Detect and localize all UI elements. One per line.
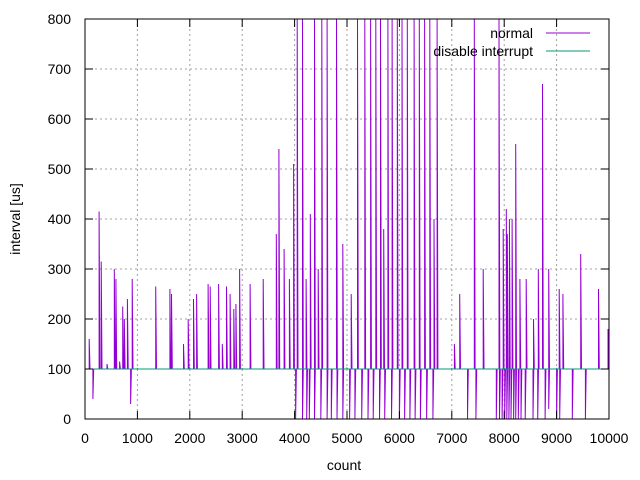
- legend: normal disable interrupt: [433, 25, 590, 59]
- y-tick-label: 100: [48, 361, 72, 377]
- series-disable-interrupt: [85, 366, 609, 370]
- x-tick-label: 6000: [384, 430, 415, 446]
- x-tick-label: 3000: [227, 430, 258, 446]
- y-axis-label: interval [us]: [7, 183, 23, 255]
- series-line-disable-interrupt: [85, 366, 609, 370]
- x-tick-label: 2000: [174, 430, 205, 446]
- y-tick-label: 300: [48, 261, 72, 277]
- legend-label-normal: normal: [490, 25, 533, 41]
- tick-labels: 0 1000 2000 3000 4000 5000 6000 7000 8000 9000 100…: [48, 11, 629, 446]
- x-axis-label: count: [327, 457, 361, 473]
- axes: [84, 18, 610, 420]
- y-tick-label: 0: [63, 411, 71, 427]
- legend-label-disable-interrupt: disable interrupt: [433, 43, 533, 59]
- plot-frame: [84, 18, 610, 420]
- grid: [85, 19, 609, 419]
- x-tick-label: 0: [81, 430, 89, 446]
- x-tick-label: 1000: [122, 430, 153, 446]
- y-tick-label: 500: [48, 161, 72, 177]
- y-tick-label: 800: [48, 11, 72, 27]
- x-tick-label: 4000: [279, 430, 310, 446]
- y-tick-label: 600: [48, 111, 72, 127]
- x-tick-label: 10000: [590, 430, 629, 446]
- x-tick-label: 5000: [331, 430, 362, 446]
- y-tick-label: 700: [48, 61, 72, 77]
- y-tick-label: 400: [48, 211, 72, 227]
- x-tick-label: 8000: [489, 430, 520, 446]
- series-layer: [85, 19, 609, 419]
- x-tick-label: 7000: [436, 430, 467, 446]
- x-tick-label: 9000: [541, 430, 572, 446]
- y-tick-label: 200: [48, 311, 72, 327]
